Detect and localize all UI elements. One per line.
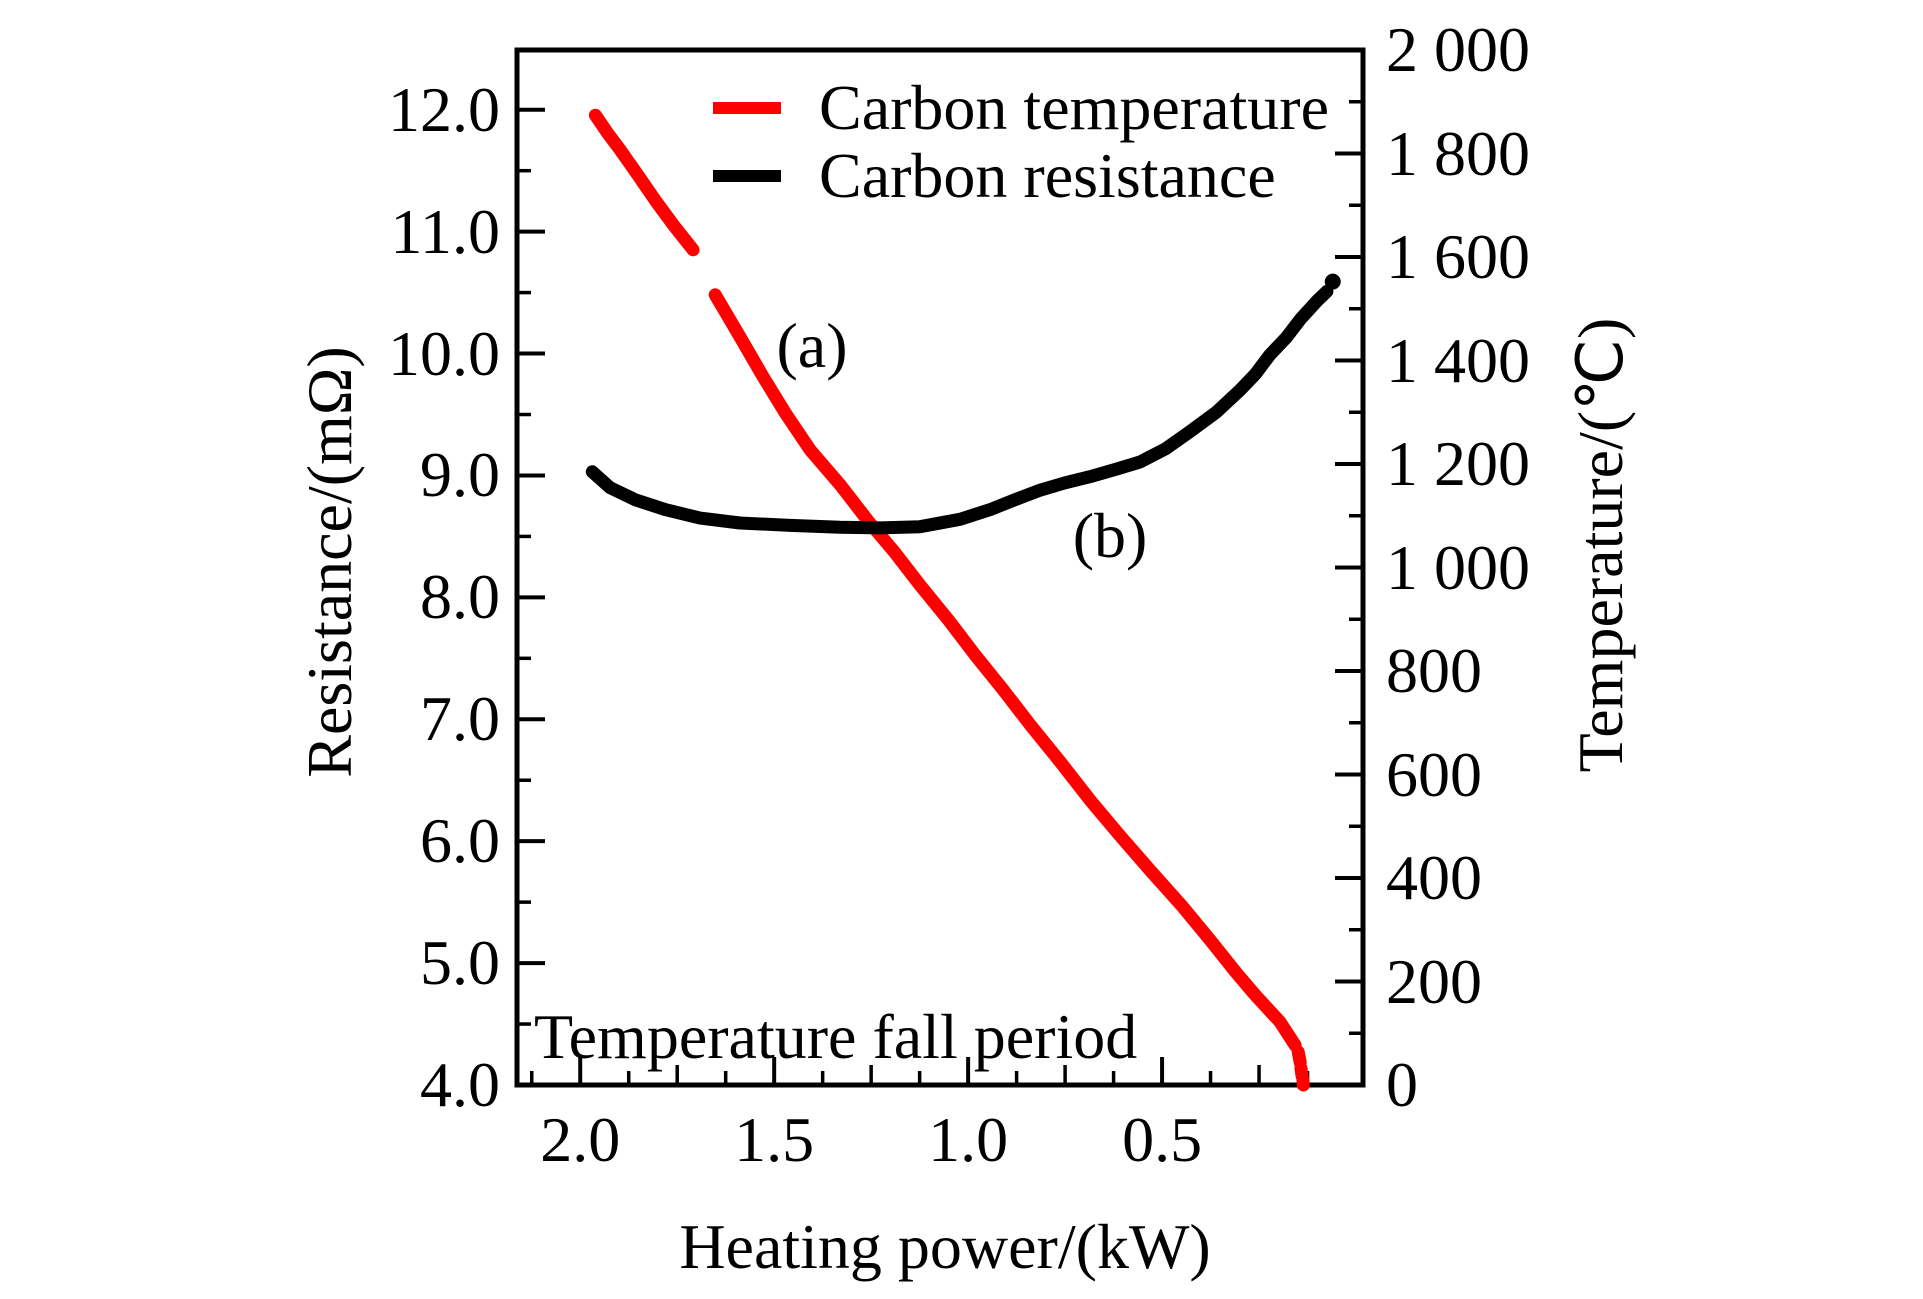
y-left-tick-label: 5.0: [420, 927, 500, 999]
carbon-resistance-curve: [585, 284, 1334, 535]
y-left-tick-label: 12.0: [388, 73, 500, 145]
x-axis-title: Heating power/(kW): [679, 1211, 1211, 1282]
curve-a-label: (a): [776, 310, 848, 381]
y-right-tick-label: 2 000: [1386, 14, 1530, 85]
y-right-tick-label: 1 400: [1386, 324, 1530, 396]
resistance-line-swatch: [713, 170, 781, 182]
carbon-temperature-curve: [708, 288, 1302, 1052]
y-right-tick-label: 1 000: [1386, 531, 1530, 603]
x-tick-label: 0.5: [1122, 1104, 1203, 1175]
carbon-resistance-end-dot: [1324, 273, 1341, 290]
y-left-tick-label: 9.0: [420, 439, 500, 511]
y-left-tick-label: 4.0: [420, 1049, 500, 1120]
y-right-tick-label: 0: [1386, 1049, 1418, 1120]
y-right-tick-label: 800: [1386, 635, 1482, 706]
legend: Carbon temperature Carbon resistance: [713, 74, 1329, 210]
y-right-axis-title: Temperature/(℃): [1565, 317, 1636, 773]
y-left-tick-label: 10.0: [388, 317, 500, 389]
curve-b-label: (b): [1072, 500, 1148, 571]
legend-item-temperature: Carbon temperature: [713, 74, 1329, 142]
y-right-tick-label: 200: [1386, 945, 1482, 1017]
x-tick-label: 1.5: [734, 1104, 815, 1175]
x-tick-label: 2.0: [540, 1104, 621, 1175]
y-right-tick-label: 400: [1386, 842, 1482, 913]
legend-label-temperature: Carbon temperature: [819, 72, 1329, 143]
y-right-tick-label: 1 600: [1386, 221, 1530, 292]
legend-item-resistance: Carbon resistance: [713, 142, 1329, 210]
y-left-axis-title: Resistance/(mΩ): [294, 346, 365, 778]
temperature-line-swatch: [713, 102, 781, 114]
y-right-tick-label: 1 800: [1386, 117, 1530, 189]
plot-frame: [514, 47, 1366, 1088]
y-left-tick-label: 6.0: [420, 805, 500, 877]
temperature-fall-period-note: Temperature fall period: [534, 1001, 1138, 1072]
legend-label-resistance: Carbon resistance: [819, 140, 1276, 211]
y-left-tick-label: 8.0: [420, 561, 500, 633]
carbon-temperature-curve: [1291, 1045, 1307, 1069]
carbon-temperature-curve: [588, 108, 700, 257]
y-right-tick-label: 1 200: [1386, 428, 1530, 499]
y-right-tick-label: 600: [1386, 738, 1482, 810]
y-left-tick-label: 11.0: [390, 195, 500, 267]
y-left-tick-label: 7.0: [420, 683, 500, 755]
x-tick-label: 1.0: [928, 1104, 1009, 1175]
